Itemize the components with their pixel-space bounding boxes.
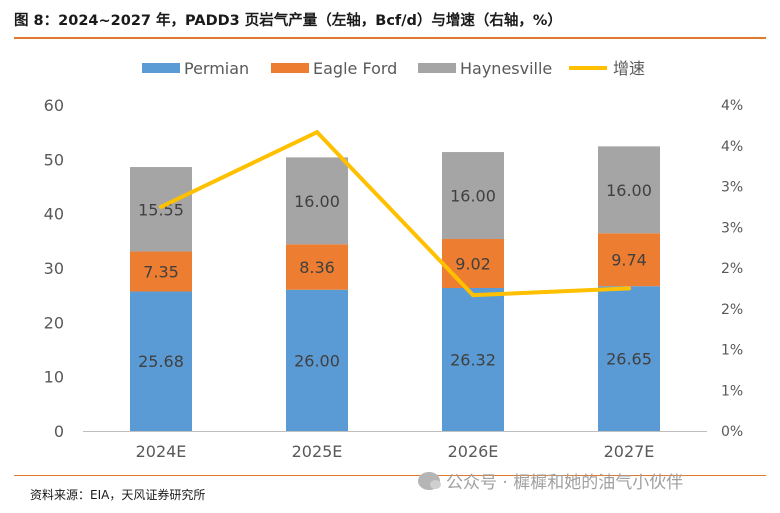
y2-tick-label: 4%	[721, 139, 743, 155]
bar-data-label: 15.55	[138, 200, 184, 219]
y2-tick-label: 2%	[721, 302, 743, 318]
bar-eagle-ford	[598, 233, 660, 287]
y-tick-label: 0	[54, 422, 64, 441]
growth-point	[627, 286, 631, 291]
source-note: 资料来源：EIA，天风证券研究所	[30, 488, 206, 502]
bar-eagle-ford	[442, 238, 504, 288]
bars: 25.68 7.35 15.55 26.00 8.36 16.00 26.32 9.02 16.…	[130, 146, 660, 431]
x-tick-label: 2027E	[604, 442, 655, 461]
legend-swatch	[271, 63, 309, 73]
bar-data-label: 9.02	[455, 254, 491, 273]
bar-eagle-ford	[130, 251, 192, 292]
y2-tick-label: 2%	[721, 261, 743, 277]
bar-haynesville	[130, 167, 192, 252]
bar-data-label: 9.74	[611, 251, 647, 270]
right-axis: 0% 1% 1% 2% 2% 3% 3% 4% 4%	[721, 98, 743, 440]
bar-permian	[286, 289, 348, 431]
bar-eagle-ford	[286, 244, 348, 290]
bar-haynesville	[598, 146, 660, 234]
y-tick-label: 30	[44, 259, 64, 278]
y2-tick-label: 1%	[721, 343, 743, 359]
x-tick-label: 2025E	[292, 442, 343, 461]
y-tick-label: 20	[44, 313, 64, 332]
watermark-text: 公众号 · 樨樨和她的油气小伙伴	[446, 473, 684, 493]
bar-data-label: 7.35	[143, 263, 179, 282]
legend-label: Eagle Ford	[313, 59, 397, 78]
source-rule	[14, 475, 766, 476]
watermark: 公众号 · 樨樨和她的油气小伙伴	[418, 468, 683, 493]
legend-swatch	[418, 63, 456, 73]
bar-haynesville	[442, 152, 504, 239]
left-axis: 0 10 20 30 40 50 60	[44, 96, 64, 441]
bar-data-label: 16.00	[294, 192, 340, 211]
bar-data-label: 16.00	[606, 181, 652, 200]
y2-tick-label: 0%	[721, 424, 743, 440]
bar-data-label: 25.68	[138, 352, 184, 371]
bar-data-label: 16.00	[450, 187, 496, 206]
legend-label: Permian	[184, 59, 249, 78]
legend-label: Haynesville	[460, 59, 552, 78]
y2-tick-label: 1%	[721, 383, 743, 399]
growth-point	[159, 204, 163, 209]
y2-tick-label: 3%	[721, 220, 743, 236]
bar-haynesville	[286, 157, 348, 245]
bar-data-label: 26.00	[294, 351, 340, 370]
y-tick-label: 10	[44, 368, 64, 387]
y2-tick-label: 4%	[721, 98, 743, 114]
bar-permian	[598, 286, 660, 431]
y-tick-label: 40	[44, 205, 64, 224]
legend-swatch	[142, 63, 180, 73]
x-axis: 2024E 2025E 2026E 2027E	[83, 431, 707, 461]
x-tick-label: 2026E	[448, 442, 499, 461]
bar-data-label: 26.32	[450, 350, 496, 369]
y-tick-label: 60	[44, 96, 64, 115]
growth-line-path	[159, 130, 631, 298]
x-tick-label: 2024E	[136, 442, 187, 461]
y2-tick-label: 3%	[721, 180, 743, 196]
y-tick-label: 50	[44, 150, 64, 169]
bar-permian	[130, 291, 192, 431]
title-rule	[14, 37, 766, 39]
growth-point	[315, 130, 319, 135]
wechat-icon	[418, 471, 441, 490]
growth-line	[159, 130, 631, 298]
chart: Permian Eagle Ford Haynesville 增速 0 10 20 30 40…	[44, 59, 744, 461]
bar-permian	[442, 287, 504, 431]
legend: Permian Eagle Ford Haynesville 增速	[142, 59, 645, 78]
bar-data-label: 8.36	[299, 258, 335, 277]
chart-title: 图 8：2024~2027 年，PADD3 页岩气产量（左轴，Bcf/d）与增速…	[14, 13, 562, 29]
legend-label: 增速	[613, 59, 645, 78]
bar-data-label: 26.65	[606, 350, 652, 369]
growth-point	[471, 293, 475, 298]
